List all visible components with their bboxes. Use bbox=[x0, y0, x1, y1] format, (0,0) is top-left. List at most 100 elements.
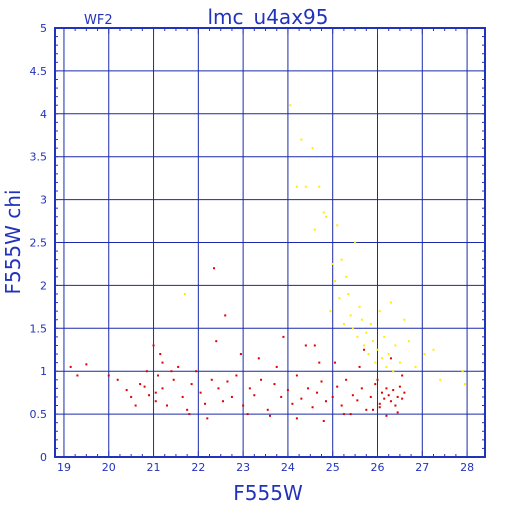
yellow-data-point bbox=[383, 335, 386, 338]
yellow-data-point bbox=[439, 378, 442, 381]
x-axis-label: F555W bbox=[233, 481, 303, 505]
red-data-point bbox=[291, 402, 294, 405]
red-data-point bbox=[304, 344, 307, 347]
yellow-data-point bbox=[289, 104, 292, 107]
yellow-data-point bbox=[300, 138, 303, 141]
red-data-point bbox=[154, 391, 157, 394]
yellow-data-point bbox=[407, 340, 410, 343]
y-tick-label: 0 bbox=[40, 451, 47, 464]
yellow-data-point bbox=[372, 340, 375, 343]
red-data-point bbox=[378, 406, 381, 409]
yellow-data-point bbox=[367, 353, 370, 356]
red-data-point bbox=[269, 414, 271, 417]
yellow-data-point bbox=[392, 370, 395, 373]
red-data-point bbox=[363, 348, 366, 351]
red-data-point bbox=[295, 374, 298, 377]
y-tick-label: 4.5 bbox=[30, 65, 48, 78]
red-data-point bbox=[389, 400, 392, 403]
y-axis-label: F555W chi bbox=[1, 189, 25, 294]
red-data-point bbox=[369, 395, 372, 398]
red-data-point bbox=[226, 380, 229, 383]
yellow-data-point bbox=[389, 301, 392, 304]
red-data-point bbox=[403, 391, 406, 394]
red-data-point bbox=[159, 353, 162, 356]
x-tick-label: 21 bbox=[147, 461, 161, 474]
x-tick-label: 27 bbox=[415, 461, 429, 474]
yellow-data-point bbox=[363, 344, 366, 347]
red-data-point bbox=[130, 395, 133, 398]
red-data-point bbox=[210, 378, 213, 381]
yellow-data-point bbox=[385, 365, 388, 368]
red-data-point bbox=[145, 370, 148, 373]
red-data-point bbox=[320, 380, 323, 383]
yellow-data-point bbox=[358, 305, 361, 308]
tick-labels: 19 20 21 22 23 24 25 26 27 28 0 0.5 1 1.5 2 2.5 3 3.5 4 4.5… bbox=[30, 22, 485, 474]
red-data-point bbox=[336, 385, 339, 388]
chart-title: lmc_u4ax95 bbox=[208, 5, 329, 29]
x-tick-label: 26 bbox=[371, 461, 385, 474]
red-data-point bbox=[360, 387, 363, 390]
red-data-point bbox=[181, 395, 184, 398]
yellow-data-point bbox=[322, 211, 325, 214]
yellow-data-point bbox=[378, 310, 381, 313]
red-data-point bbox=[396, 411, 399, 414]
yellow-data-point bbox=[183, 292, 186, 295]
yellow-data-point bbox=[369, 323, 372, 326]
red-data-point bbox=[300, 397, 303, 400]
chart-subtitle: WF2 bbox=[84, 13, 113, 28]
red-data-point bbox=[154, 400, 157, 403]
red-data-point bbox=[396, 395, 399, 398]
x-tick-label: 24 bbox=[281, 461, 295, 474]
y-tick-label: 3.5 bbox=[30, 151, 48, 164]
red-data-point bbox=[246, 413, 249, 416]
yellow-data-point bbox=[345, 275, 348, 278]
red-data-point bbox=[401, 397, 404, 400]
red-data-point bbox=[356, 399, 359, 402]
y-tick-label: 2 bbox=[40, 279, 47, 292]
yellow-data-point bbox=[338, 297, 341, 300]
red-data-point bbox=[401, 374, 404, 377]
yellow-data-point bbox=[311, 147, 314, 150]
yellow-data-point bbox=[376, 348, 379, 351]
data-points bbox=[69, 104, 466, 422]
red-data-point bbox=[161, 361, 164, 364]
red-data-point bbox=[275, 365, 278, 368]
y-tick-label: 2.5 bbox=[30, 237, 48, 250]
yellow-data-point bbox=[313, 228, 316, 231]
red-data-point bbox=[139, 383, 142, 386]
red-data-point bbox=[318, 361, 321, 364]
red-data-point bbox=[76, 374, 79, 377]
red-data-point bbox=[324, 400, 327, 403]
x-tick-label: 25 bbox=[326, 461, 340, 474]
red-data-point bbox=[170, 370, 173, 373]
y-tick-label: 3 bbox=[40, 194, 47, 207]
red-data-point bbox=[345, 378, 348, 381]
red-data-point bbox=[374, 383, 377, 386]
red-data-point bbox=[85, 363, 88, 366]
red-data-point bbox=[248, 387, 251, 390]
red-data-point bbox=[199, 391, 202, 394]
yellow-data-point bbox=[342, 323, 345, 326]
red-data-point bbox=[322, 419, 325, 422]
red-data-point bbox=[177, 365, 180, 368]
red-data-point bbox=[394, 404, 397, 407]
red-data-point bbox=[134, 404, 137, 407]
red-data-point bbox=[372, 408, 375, 411]
red-data-point bbox=[286, 389, 289, 392]
red-data-point bbox=[392, 389, 395, 392]
y-tick-label: 5 bbox=[40, 22, 47, 35]
y-tick-label: 0.5 bbox=[30, 408, 48, 421]
red-data-point bbox=[157, 374, 160, 377]
yellow-data-point bbox=[380, 357, 383, 360]
x-tick-label: 20 bbox=[102, 461, 116, 474]
red-data-point bbox=[143, 385, 146, 388]
red-data-point bbox=[213, 267, 216, 270]
red-data-point bbox=[165, 404, 168, 407]
red-data-point bbox=[342, 413, 345, 416]
red-data-point bbox=[273, 383, 276, 386]
red-data-point bbox=[282, 335, 285, 338]
yellow-data-point bbox=[295, 185, 298, 188]
yellow-data-point bbox=[414, 365, 417, 368]
yellow-data-point bbox=[374, 361, 377, 364]
